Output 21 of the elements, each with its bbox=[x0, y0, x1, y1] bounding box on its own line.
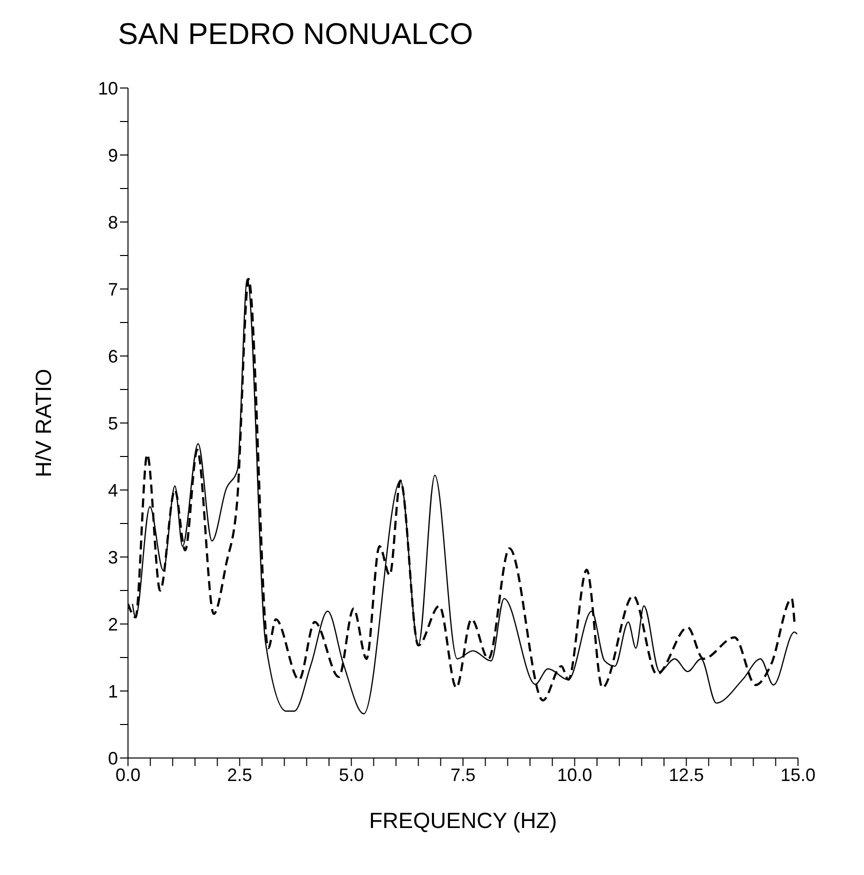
y-tick-label: 2 bbox=[108, 614, 118, 634]
x-tick-label: 2.5 bbox=[227, 764, 252, 785]
y-tick-label: 0 bbox=[108, 748, 118, 768]
y-tick-label: 4 bbox=[108, 480, 118, 500]
y-tick-label: 1 bbox=[108, 681, 118, 702]
y-tick-label: 8 bbox=[108, 212, 118, 232]
y-tick-label: 10 bbox=[98, 78, 118, 98]
x-tick-label: 15.0 bbox=[780, 764, 816, 785]
y-axis-title: H/V RATIO bbox=[30, 368, 56, 478]
y-tick-label: 5 bbox=[108, 413, 118, 434]
y-tick-label: 3 bbox=[108, 547, 118, 568]
y-tick-label: 9 bbox=[108, 145, 118, 166]
x-tick-label: 12.5 bbox=[668, 764, 704, 785]
x-axis-title: FREQUENCY (HZ) bbox=[369, 808, 557, 833]
x-tick-label: 0.0 bbox=[115, 764, 141, 785]
x-tick-label: 10.0 bbox=[557, 764, 592, 785]
x-tick-label: 5.0 bbox=[338, 764, 364, 785]
chart-title: SAN PEDRO NONUALCO bbox=[117, 17, 474, 53]
y-tick-label: 6 bbox=[108, 346, 118, 366]
x-tick-label: 7.5 bbox=[450, 764, 476, 785]
y-tick-label: 7 bbox=[108, 279, 118, 300]
